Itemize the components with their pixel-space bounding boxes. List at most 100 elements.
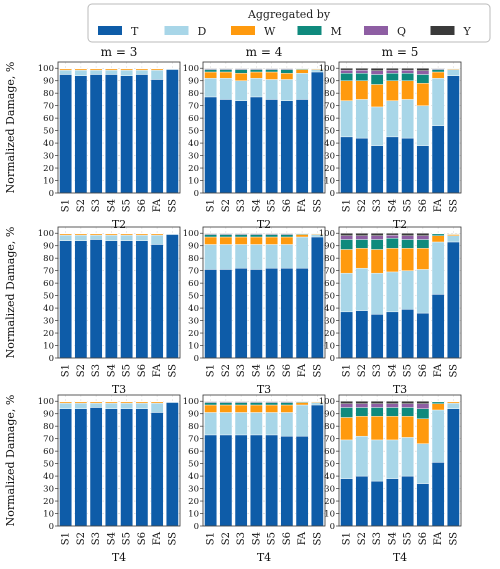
bar-seg-t-s3 [234, 267, 248, 359]
x-tick-label: S2 [221, 364, 232, 377]
bar-seg-d-fa [150, 234, 164, 245]
y-tick-label: 50 [324, 292, 335, 302]
y-tick-label: 90 [188, 410, 199, 420]
bar-seg-t-fa [150, 412, 164, 527]
bar-seg-t-s3 [370, 314, 384, 359]
bar-seg-t-s1 [204, 434, 217, 527]
bar-seg-t-ss [447, 75, 460, 194]
bar-seg-q-s1 [340, 235, 353, 240]
x-tick-label: S4 [251, 532, 262, 545]
x-tick-label: FA [433, 198, 444, 212]
y-tick-label: 20 [188, 329, 199, 339]
bar-seg-d-s6 [135, 234, 149, 241]
y-tick-label: 30 [188, 152, 199, 162]
legend-label-q: Q [397, 25, 406, 38]
x-tick-label: SS [448, 364, 459, 378]
y-tick-label: 90 [324, 77, 335, 87]
bar-seg-t-s5 [120, 240, 133, 359]
bar-seg-t-fa [431, 125, 445, 194]
bar-seg-m-fa [431, 401, 445, 404]
legend-label-m: M [331, 25, 342, 38]
bar-seg-m-s4 [386, 73, 399, 81]
x-tick-label: S5 [122, 199, 133, 212]
y-tick-label: 100 [38, 397, 54, 407]
x-axis-label: T2 [112, 218, 126, 231]
y-tick-label: 100 [319, 64, 335, 74]
bar-seg-w-s4 [386, 80, 399, 101]
panel-frame [57, 394, 181, 527]
x-tick-label: S5 [122, 364, 133, 377]
bar-seg-y-s1 [340, 401, 353, 404]
column-title-2: m = 4 [246, 45, 283, 59]
y-tick-label: 20 [324, 329, 335, 339]
bar-seg-d-s6 [416, 443, 430, 484]
bar-seg-w-s3 [234, 73, 248, 81]
y-tick-label: 0 [330, 189, 335, 199]
bar-seg-t-s5 [265, 99, 278, 194]
y-tick-label: 60 [43, 447, 54, 457]
bar-seg-t-s2 [74, 240, 88, 359]
bar-seg-m-s4 [386, 407, 399, 417]
x-tick-label: S4 [251, 364, 262, 377]
bar-seg-w-fa [295, 402, 309, 406]
bar-seg-d-s4 [386, 271, 399, 313]
x-tick-label: S3 [236, 199, 247, 212]
panel-r3-c3: S1 S2 S3 S4 S5 S6 FA SS 0 10 20 30 40 50 60 70 80 90 100 T4 [319, 394, 462, 564]
x-tick-label: S1 [342, 532, 353, 545]
y-tick-label: 80 [324, 422, 335, 432]
bar-seg-q-s6 [416, 403, 430, 409]
bar-seg-y-s1 [340, 233, 353, 236]
legend-swatch-w [231, 26, 255, 35]
x-tick-label: S2 [357, 199, 368, 212]
bar-seg-t-s6 [135, 240, 149, 359]
y-tick-label: 0 [330, 354, 335, 364]
x-tick-label: S5 [403, 364, 414, 377]
panel-frame [338, 226, 462, 359]
bar-seg-w-s2 [355, 248, 369, 269]
x-tick-label: S3 [236, 532, 247, 545]
x-tick-label: SS [167, 532, 178, 546]
x-tick-label: FA [433, 363, 444, 377]
bar-seg-m-s4 [386, 238, 399, 249]
bar-seg-d-s5 [401, 99, 414, 139]
bar-seg-w-s2 [355, 416, 369, 437]
x-tick-label: S3 [91, 364, 102, 377]
bar-seg-d-s5 [265, 412, 278, 436]
bar-seg-d-s2 [74, 234, 88, 241]
y-tick-label: 30 [324, 152, 335, 162]
y-tick-label: 90 [43, 410, 54, 420]
bar-seg-m-s1 [204, 69, 217, 73]
bar-seg-t-s4 [386, 311, 399, 359]
x-tick-label: S1 [342, 364, 353, 377]
bar-seg-d-s6 [416, 269, 430, 314]
bar-seg-d-s4 [250, 244, 263, 270]
bar-seg-t-s3 [234, 100, 248, 194]
y-tick-label: 90 [324, 242, 335, 252]
bar-seg-m-s4 [250, 402, 263, 406]
bar-seg-m-s3 [370, 74, 384, 85]
bar-seg-w-fa [431, 235, 445, 243]
bar-seg-t-s3 [89, 74, 103, 194]
y-tick-label: 60 [43, 114, 54, 124]
y-tick-label: 60 [324, 447, 335, 457]
bar-seg-y-s2 [355, 233, 369, 236]
bar-seg-t-s1 [340, 311, 353, 359]
bar-seg-m-s6 [280, 402, 294, 406]
x-tick-label: S1 [206, 199, 217, 212]
y-tick-label: 60 [188, 447, 199, 457]
bar-seg-d-s5 [265, 244, 278, 269]
bar-seg-w-fa [295, 69, 309, 74]
bar-seg-q-s5 [401, 69, 414, 74]
bar-seg-t-s2 [355, 137, 369, 194]
bar-seg-w-s5 [265, 71, 278, 80]
y-tick-label: 0 [49, 354, 54, 364]
bar-seg-m-s4 [250, 69, 263, 73]
bar-seg-w-s6 [416, 248, 430, 270]
bar-seg-d-s1 [340, 272, 353, 313]
x-tick-label: S6 [137, 364, 148, 377]
bar-seg-q-s4 [386, 234, 399, 239]
bar-seg-m-s1 [340, 73, 353, 81]
bar-seg-t-s1 [340, 478, 353, 527]
bar-seg-d-s3 [234, 80, 248, 101]
bar-seg-d-s4 [105, 402, 118, 409]
